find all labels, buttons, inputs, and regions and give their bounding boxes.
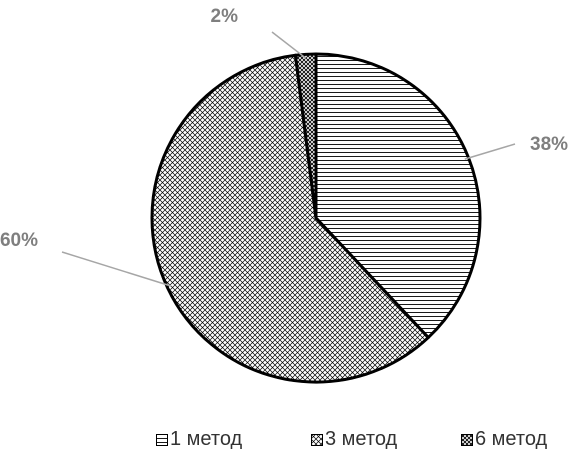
legend-item-1: 1 метод [156,424,242,454]
legend-swatch-crosshatch [311,433,323,446]
legend-label-1: 1 метод [170,428,243,450]
legend: 1 метод 3 метод 6 метод [0,424,577,454]
leader-line-3 [271,31,307,59]
data-label-2: 60% [0,230,38,251]
legend-swatch-diagonal-crosshatch [461,433,473,446]
legend-label-6: 6 метод [475,428,548,450]
data-label-1: 38% [530,134,568,155]
data-labels: 38% 60% 2% [0,6,568,251]
pie-slice-3 [293,52,318,220]
legend-item-3: 3 метод [311,424,397,454]
leader-lines [61,31,516,287]
legend-swatch-horizontal-lines [156,433,168,446]
pie-slices [150,52,482,384]
legend-label-3: 3 метод [325,428,398,450]
leader-line-2 [61,251,172,287]
leader-line-1 [464,143,516,160]
data-label-3: 2% [211,6,239,27]
pie-slice-2 [150,53,430,384]
legend-item-6: 6 метод [461,424,547,454]
